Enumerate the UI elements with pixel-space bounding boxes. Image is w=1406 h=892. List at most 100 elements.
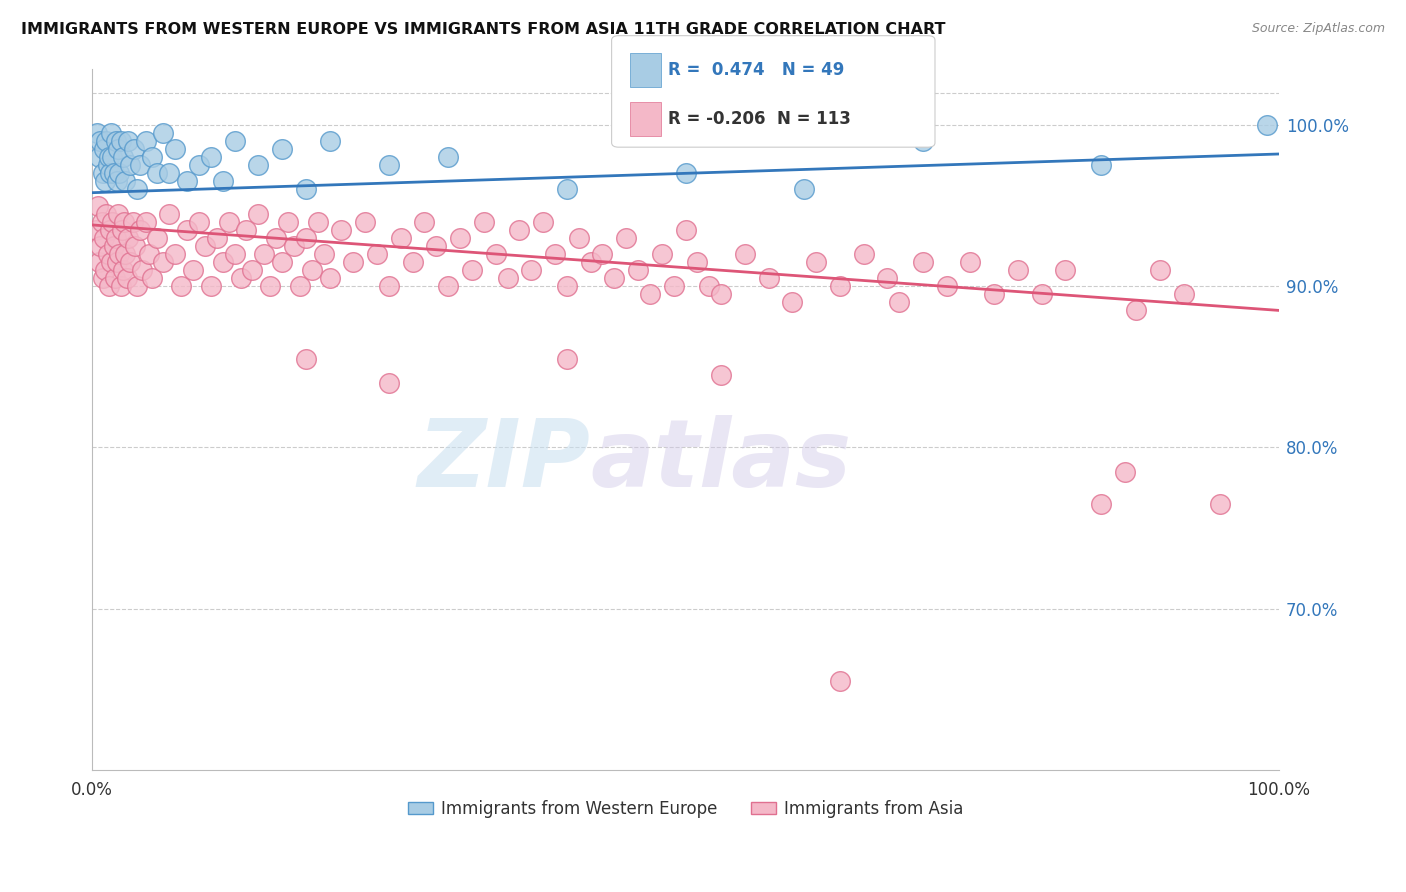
Point — [101, 215, 124, 229]
Point — [224, 134, 246, 148]
Point — [555, 182, 578, 196]
Point — [235, 223, 257, 237]
Text: IMMIGRANTS FROM WESTERN EUROPE VS IMMIGRANTS FROM ASIA 11TH GRADE CORRELATION CH: IMMIGRANTS FROM WESTERN EUROPE VS IMMIGR… — [21, 22, 946, 37]
Point — [218, 215, 240, 229]
Point — [100, 255, 122, 269]
Point — [758, 271, 780, 285]
Point — [686, 255, 709, 269]
Point — [247, 158, 270, 172]
Point — [224, 247, 246, 261]
Point — [437, 279, 460, 293]
Point — [710, 287, 733, 301]
Point — [544, 247, 567, 261]
Point — [354, 215, 377, 229]
Point — [294, 351, 316, 366]
Point — [110, 279, 132, 293]
Point — [793, 182, 815, 196]
Point — [205, 231, 228, 245]
Point — [157, 166, 180, 180]
Point — [1054, 263, 1077, 277]
Point — [104, 271, 127, 285]
Point — [146, 166, 169, 180]
Point — [782, 295, 804, 310]
Point — [627, 263, 650, 277]
Point — [120, 255, 142, 269]
Point — [98, 166, 121, 180]
Point — [378, 376, 401, 390]
Point — [591, 247, 613, 261]
Point — [93, 142, 115, 156]
Point — [127, 279, 149, 293]
Point — [1149, 263, 1171, 277]
Point — [555, 279, 578, 293]
Point — [89, 134, 111, 148]
Point — [96, 207, 118, 221]
Point — [127, 182, 149, 196]
Point — [531, 215, 554, 229]
Text: atlas: atlas — [591, 416, 852, 508]
Point — [146, 231, 169, 245]
Point — [138, 247, 160, 261]
Point — [887, 295, 910, 310]
Point — [152, 255, 174, 269]
Point — [107, 207, 129, 221]
Point — [1114, 465, 1136, 479]
Point — [176, 174, 198, 188]
Point — [152, 126, 174, 140]
Point — [734, 126, 756, 140]
Point — [108, 166, 131, 180]
Text: ZIP: ZIP — [418, 416, 591, 508]
Point — [1090, 158, 1112, 172]
Point — [188, 215, 211, 229]
Point — [84, 223, 107, 237]
Point — [253, 247, 276, 261]
Text: R =  0.474   N = 49: R = 0.474 N = 49 — [668, 61, 844, 78]
Point — [135, 134, 157, 148]
Point — [1173, 287, 1195, 301]
Point — [157, 207, 180, 221]
Point — [389, 231, 412, 245]
Point — [100, 126, 122, 140]
Point — [555, 351, 578, 366]
Point — [271, 142, 294, 156]
Text: R = -0.206  N = 113: R = -0.206 N = 113 — [668, 110, 851, 128]
Point — [170, 279, 193, 293]
Point — [96, 134, 118, 148]
Point — [366, 247, 388, 261]
Point — [128, 158, 150, 172]
Point — [828, 674, 851, 689]
Point — [959, 255, 981, 269]
Point — [103, 239, 125, 253]
Point — [307, 215, 329, 229]
Point — [425, 239, 447, 253]
Point — [911, 255, 934, 269]
Point — [1125, 303, 1147, 318]
Point — [651, 247, 673, 261]
Point — [115, 271, 138, 285]
Point — [1031, 287, 1053, 301]
Point — [211, 255, 233, 269]
Point — [120, 158, 142, 172]
Point — [176, 223, 198, 237]
Point — [128, 223, 150, 237]
Point — [294, 182, 316, 196]
Point — [461, 263, 484, 277]
Point — [734, 247, 756, 261]
Point — [117, 231, 139, 245]
Point — [259, 279, 281, 293]
Point — [485, 247, 508, 261]
Point — [93, 231, 115, 245]
Point — [247, 207, 270, 221]
Point — [852, 247, 875, 261]
Point — [288, 279, 311, 293]
Point — [200, 279, 222, 293]
Point — [318, 134, 340, 148]
Point — [194, 239, 217, 253]
Point — [378, 158, 401, 172]
Point — [301, 263, 323, 277]
Point — [242, 263, 264, 277]
Legend: Immigrants from Western Europe, Immigrants from Asia: Immigrants from Western Europe, Immigran… — [401, 794, 970, 825]
Point — [121, 215, 143, 229]
Point — [876, 271, 898, 285]
Point — [614, 231, 637, 245]
